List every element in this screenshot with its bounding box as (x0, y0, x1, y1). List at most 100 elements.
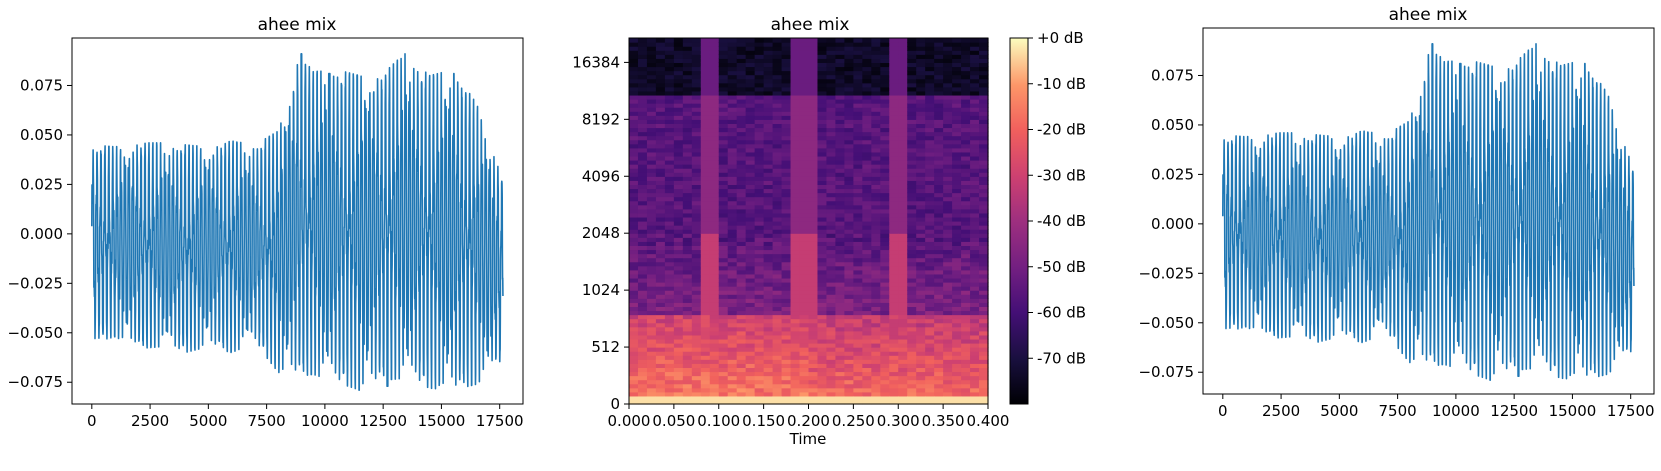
spectrogram-cell (916, 302, 926, 307)
spectrogram-cell (754, 261, 765, 267)
spectrogram-cell (844, 269, 854, 275)
spectrogram-cell (934, 387, 944, 393)
spectrogram-cell (691, 192, 702, 198)
spectrogram-cell (979, 180, 989, 185)
spectrogram-cell (844, 367, 854, 373)
spectrogram-cell (952, 367, 962, 373)
spectrogram-cell (961, 326, 971, 332)
spectrogram-cell (826, 90, 837, 96)
spectrogram-cell (934, 58, 944, 63)
spectrogram-cell (673, 176, 684, 181)
spectrogram-cell (916, 90, 926, 96)
spectrogram-cell (817, 42, 828, 47)
spectrogram-cell (916, 70, 926, 76)
spectrogram-cell (781, 38, 792, 43)
spectrogram-cell (682, 294, 693, 299)
spectrogram-cell (880, 123, 890, 129)
spectrogram-cell (880, 78, 890, 84)
spectrogram-cell (817, 277, 828, 283)
spectrogram-cell (646, 86, 657, 92)
spectrogram-cell (871, 241, 881, 246)
spectrogram-cell (880, 180, 890, 185)
spectrogram-cell (763, 42, 774, 47)
spectrogram-cell (664, 164, 675, 169)
spectrogram-cell (808, 200, 819, 206)
spectrogram-cell (952, 196, 962, 202)
spectrogram-cell (826, 188, 837, 194)
spectrogram-cell (934, 282, 944, 287)
spectrogram-cell (745, 387, 756, 393)
spectrogram-cell (799, 103, 810, 108)
spectrogram-cell (889, 395, 899, 401)
spectrogram-cell (853, 351, 863, 356)
spectrogram-cell (853, 225, 863, 230)
spectrogram-cell (979, 334, 989, 340)
spectrogram-cell (961, 351, 971, 356)
spectrogram-cell (709, 86, 720, 92)
spectrogram-cell (970, 86, 980, 92)
spectrogram-cell (736, 212, 747, 218)
spectrogram-cell (718, 282, 729, 287)
spectrogram-cell (970, 383, 980, 389)
spectrogram-cell (673, 282, 684, 287)
spectrogram-cell (871, 326, 881, 332)
spectrogram-cell (970, 151, 980, 157)
spectrogram-cell (772, 371, 783, 377)
spectrogram-cell (629, 273, 639, 279)
spectrogram-cell (629, 208, 639, 214)
spectrogram-cell (736, 143, 747, 149)
spectrogram-cell (862, 151, 872, 157)
spectrogram-cell (916, 338, 926, 344)
spectrogram-cell (817, 249, 828, 255)
spectrogram-cell (898, 184, 908, 190)
spectrogram-cell (925, 46, 935, 51)
spectrogram-cell (925, 176, 935, 181)
spectrogram-cell (664, 383, 675, 389)
spectrogram-cell (700, 363, 711, 368)
spectrogram-cell (682, 188, 693, 194)
spectrogram-cell (880, 363, 890, 368)
spectrogram-cell (691, 78, 702, 84)
spectrogram-cell (970, 180, 980, 185)
spectrogram-cell (763, 54, 774, 59)
spectrogram-cell (700, 221, 711, 226)
spectrogram-cell (682, 131, 693, 137)
spectrogram-cell (943, 229, 953, 234)
spectrogram-cell (709, 82, 720, 88)
spectrogram-cell (727, 168, 738, 173)
spectrogram-cell (844, 290, 854, 295)
spectrogram-cell (781, 245, 792, 251)
spectrogram-cell (871, 257, 881, 263)
spectrogram-cell (817, 216, 828, 222)
spectrogram-cell (772, 184, 783, 190)
spectrogram-cell (889, 363, 899, 368)
spectrogram-cell (682, 286, 693, 291)
spectrogram-cell (745, 208, 756, 214)
spectrogram-cell (655, 241, 666, 246)
spectrogram-cell (799, 314, 810, 320)
spectrogram-cell (745, 127, 756, 133)
spectrogram-cell (916, 139, 926, 145)
spectrogram-cell (673, 58, 684, 63)
spectrogram-cell (961, 192, 971, 198)
spectrogram-cell (745, 399, 756, 405)
plot-frame (1202, 27, 1655, 395)
spectrogram-cell (655, 115, 666, 120)
spectrogram-cell (799, 188, 810, 194)
spectrogram-cell (718, 294, 729, 299)
spectrogram-cell (898, 355, 908, 360)
spectrogram-cell (673, 188, 684, 194)
spectrogram-cell (907, 143, 917, 149)
spectrogram-cell (691, 375, 702, 381)
y-tick-label: 0.050 (20, 126, 63, 144)
spectrogram-cell (718, 330, 729, 336)
spectrogram-cell (970, 318, 980, 324)
spectrogram-cell (826, 151, 837, 157)
spectrogram-cell (898, 82, 908, 88)
spectrogram-cell (790, 375, 801, 381)
spectrogram-cell (916, 273, 926, 279)
spectrogram-cell (979, 371, 989, 377)
spectrogram-cell (745, 212, 756, 218)
spectrogram-cell (655, 371, 666, 377)
spectrogram-cell (772, 46, 783, 51)
